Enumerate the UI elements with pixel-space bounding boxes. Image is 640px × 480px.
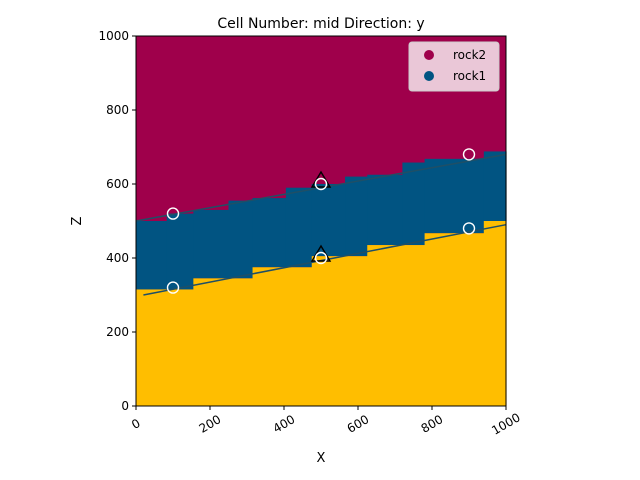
plot-frame	[135, 35, 507, 407]
x-tick-label: 400	[271, 412, 298, 436]
rock1-cell	[402, 162, 426, 246]
rock1-cell	[285, 187, 313, 268]
orientation-marker	[310, 244, 332, 262]
rock1-cell	[311, 184, 346, 257]
x-tick-label: 0	[129, 416, 143, 432]
legend-label: rock2	[453, 48, 486, 62]
legend-swatch	[424, 71, 434, 81]
y-axis: 0 200 400 600 800 1000	[98, 29, 136, 413]
legend-swatch	[424, 50, 434, 60]
rock1-cell	[367, 174, 403, 246]
legend-label: rock1	[453, 69, 486, 83]
x-tick-label: 1000	[489, 410, 522, 437]
rock1-cell	[345, 176, 368, 257]
y-tick-label: 400	[106, 251, 129, 265]
surface-point	[462, 222, 476, 235]
basement-cell	[136, 289, 168, 406]
plot-area	[135, 36, 507, 406]
basement-cell	[424, 233, 485, 406]
y-tick-label: 800	[106, 103, 129, 117]
contact-line	[143, 223, 507, 296]
surface-point	[166, 207, 180, 220]
y-tick-label: 200	[106, 325, 129, 339]
orientation-marker	[310, 170, 332, 188]
legend: rock2 rock1	[408, 41, 500, 92]
surface-point	[314, 177, 328, 191]
x-axis: 0 200 400 600 800 1000	[129, 406, 523, 438]
basement-cell	[345, 256, 368, 406]
x-tick-label: 200	[197, 412, 224, 436]
basement-cell	[311, 256, 346, 406]
x-tick-label: 600	[345, 412, 372, 436]
basement-cell	[402, 245, 426, 406]
x-tick-label: 800	[419, 412, 446, 436]
y-tick-label: 1000	[98, 29, 129, 43]
rock1-cell	[252, 198, 287, 268]
basement-cell	[367, 245, 403, 406]
surface-point	[166, 281, 180, 294]
y-tick-label: 600	[106, 177, 129, 191]
rock1-cell	[483, 151, 507, 221]
rock1-cell	[136, 221, 168, 290]
basement-cell	[483, 221, 507, 406]
y-tick-label: 0	[121, 399, 129, 413]
basement-cell	[166, 289, 194, 406]
y-axis-label: Z	[70, 216, 85, 225]
basement-cell	[228, 278, 254, 406]
basement-cell	[252, 267, 287, 406]
surface-point	[314, 251, 328, 265]
rock1-cell	[166, 213, 194, 290]
rock1-cell	[424, 158, 485, 234]
rock1-cell	[193, 209, 230, 279]
chart-title: Cell Number: mid Direction: y	[217, 16, 424, 32]
basement-cell	[285, 267, 313, 406]
rock1-cell	[228, 200, 254, 279]
x-axis-label: X	[317, 451, 326, 466]
basement-cell	[193, 278, 230, 406]
surface-point	[462, 148, 476, 161]
